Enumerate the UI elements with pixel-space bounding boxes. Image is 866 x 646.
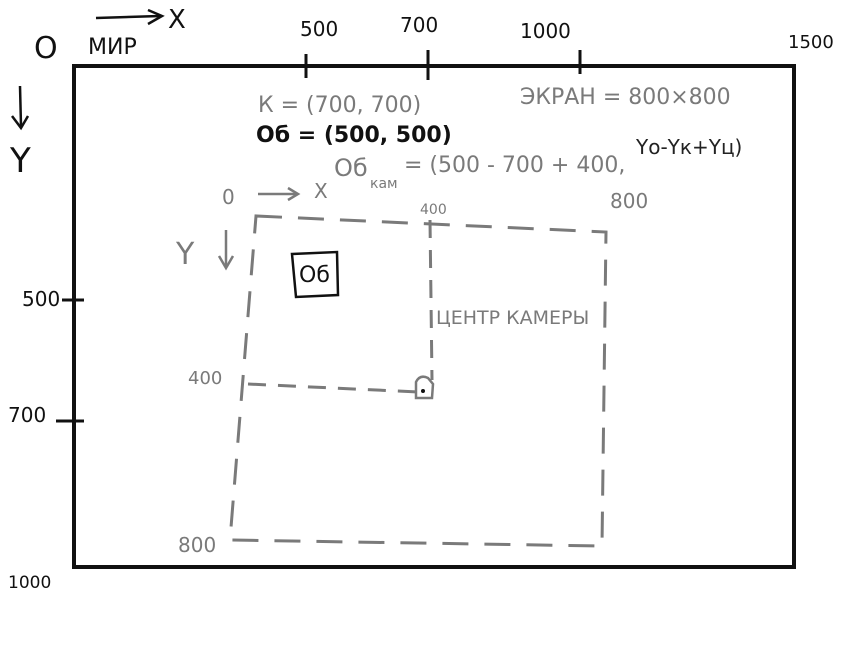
screen-y-tick-label: 400: [188, 368, 222, 389]
world-x-axis-label: X: [168, 5, 186, 35]
world-y-arrow: [11, 85, 30, 131]
object-label: Об: [299, 263, 330, 288]
world-frame: [72, 64, 796, 569]
formula-lhs: Об: [334, 154, 368, 182]
object-box: [290, 250, 340, 299]
screen-y-axis-label: Y: [175, 237, 195, 272]
screen-frame: [228, 214, 608, 548]
screen-mid-vertical: [428, 219, 434, 381]
formula-rhs: = (500 - 700 + 400,: [404, 153, 625, 178]
world-origin-label: О: [34, 31, 58, 66]
world-x-tick-label: 1500: [788, 32, 834, 53]
world-y-tick-label: 1000: [8, 573, 51, 593]
camera-position-note: К = (700, 700): [258, 93, 421, 118]
screen-x-tick-label: 800: [610, 189, 648, 213]
camera-center-marker: [414, 375, 435, 400]
screen-y-arrow: [217, 230, 235, 271]
formula-y-component: Yо-Yк+Yц): [635, 135, 742, 159]
world-x-tick-label: 500: [300, 17, 338, 41]
screen-y-tick-label: 800: [178, 533, 216, 557]
screen-origin-label: 0: [222, 185, 235, 209]
world-x-tick-label: 1000: [520, 19, 571, 43]
world-y-axis-label: Y: [9, 141, 31, 181]
world-y-tick-label: 500: [22, 287, 60, 311]
screen-x-arrow: [258, 186, 301, 202]
object-position-note: Об = (500, 500): [256, 123, 452, 148]
formula-subscript: кам: [370, 176, 398, 192]
world-y-tick-label: 700: [8, 403, 46, 427]
camera-center-label: ЦЕНТР КАМЕРЫ: [436, 307, 589, 329]
screen-mid-horizontal: [247, 382, 419, 394]
world-x-arrow: [95, 8, 165, 26]
camera-center-dot: [421, 389, 425, 393]
world-name-label: МИР: [88, 35, 137, 60]
screen-size-note: ЭКРАН = 800×800: [520, 85, 731, 110]
world-x-tick-label: 700: [400, 13, 438, 37]
screen-x-tick-label: 400: [420, 202, 447, 218]
screen-x-axis-label: X: [314, 179, 328, 203]
